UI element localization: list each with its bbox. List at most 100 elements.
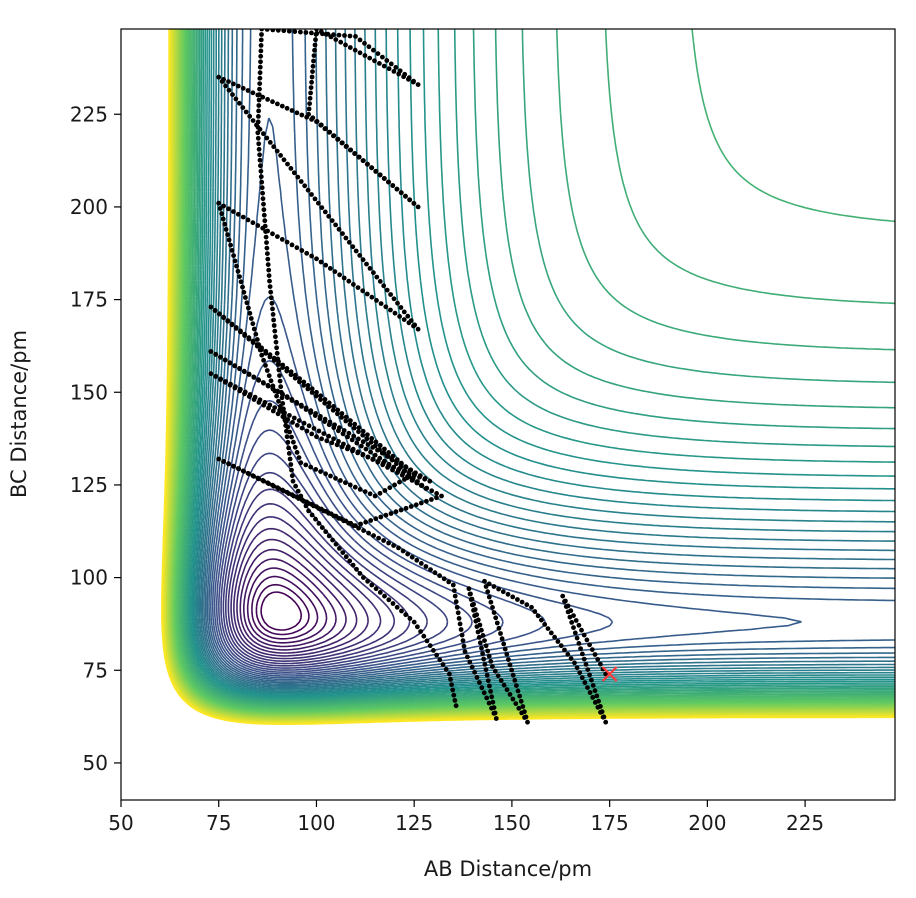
trajectory-point <box>419 482 425 488</box>
trajectory-point <box>472 669 477 675</box>
trajectory-point <box>286 445 291 451</box>
trajectory-point <box>312 413 318 418</box>
trajectory-point <box>422 476 428 481</box>
trajectory-point <box>362 489 368 494</box>
trajectory-point <box>245 470 251 476</box>
trajectory-point <box>485 678 491 683</box>
trajectory-point <box>576 622 582 628</box>
trajectory-point <box>223 83 229 89</box>
trajectory-point <box>312 42 318 48</box>
trajectory-point <box>335 136 341 142</box>
trajectory-point <box>346 278 352 284</box>
trajectory-point <box>223 227 229 232</box>
contour-line <box>169 29 895 717</box>
trajectory-point <box>240 214 246 220</box>
trajectory-point <box>402 468 408 474</box>
trajectory-point <box>345 446 350 452</box>
trajectory-point <box>479 645 484 651</box>
trajectory-point <box>454 604 460 610</box>
trajectory-point <box>243 295 248 300</box>
trajectory-point <box>569 620 575 625</box>
trajectory-point <box>401 309 407 315</box>
trajectory-point <box>353 34 358 39</box>
trajectory-point <box>484 672 490 678</box>
trajectory-point <box>407 197 413 203</box>
trajectory-point <box>365 454 371 460</box>
trajectory-point <box>510 696 516 702</box>
trajectory-point <box>427 478 433 484</box>
trajectory-point <box>357 253 363 258</box>
trajectory-point <box>257 86 262 92</box>
trajectory-point <box>251 326 257 332</box>
trajectory-point <box>466 586 472 592</box>
trajectory-point <box>519 710 525 716</box>
trajectory-point <box>354 440 360 446</box>
trajectory-point <box>492 668 498 674</box>
trajectory-point <box>424 498 429 504</box>
trajectory-point <box>460 638 466 643</box>
trajectory-point <box>226 461 231 467</box>
trajectory-point <box>381 283 387 289</box>
trajectory-point <box>350 244 356 250</box>
trajectory-point <box>319 205 325 211</box>
trajectory-point <box>266 373 272 379</box>
trajectory-point <box>383 512 389 518</box>
trajectory-point <box>295 174 301 180</box>
trajectory-point <box>347 33 353 39</box>
trajectory-point <box>415 624 420 630</box>
trajectory-point <box>362 40 367 46</box>
trajectory-point <box>250 473 256 479</box>
trajectory-point <box>284 105 290 111</box>
x-tick-label: 225 <box>786 811 824 835</box>
trajectory-point <box>477 640 483 646</box>
trajectory-point <box>314 389 319 395</box>
trajectory-point <box>256 141 262 147</box>
trajectory-point <box>486 594 492 600</box>
trajectory-point <box>326 400 332 406</box>
trajectory-point <box>345 434 350 440</box>
trajectory-point <box>356 436 361 442</box>
trajectory-point <box>309 253 314 259</box>
trajectory-point <box>226 206 231 212</box>
x-axis: 50 75 100 125 150 175 200 225 <box>108 800 824 835</box>
trajectory-point <box>480 633 486 638</box>
trajectory-point <box>303 407 309 412</box>
trajectory-point <box>365 161 370 167</box>
trajectory-point <box>394 604 400 610</box>
trajectory-point <box>577 670 583 676</box>
trajectory-point <box>388 511 394 516</box>
trajectory-point <box>301 498 306 504</box>
contour-line <box>233 527 369 657</box>
trajectory-point <box>285 439 291 445</box>
trajectory-point <box>336 428 341 434</box>
trajectory-point <box>592 700 598 705</box>
trajectory-point <box>377 455 383 461</box>
trajectory-point <box>359 443 364 449</box>
trajectory-point <box>287 413 292 418</box>
trajectory-point <box>451 588 457 593</box>
trajectory-point <box>423 486 429 491</box>
trajectory-point <box>305 386 311 392</box>
trajectory-point <box>387 485 393 491</box>
trajectory-point <box>378 514 384 520</box>
contour-line <box>230 516 382 660</box>
trajectory-point <box>441 576 447 582</box>
trajectory-point <box>571 613 576 618</box>
trajectory-point <box>518 698 524 704</box>
trajectory-point <box>267 278 272 284</box>
trajectory-point <box>391 296 397 302</box>
trajectory-point <box>333 222 338 228</box>
trajectory-point <box>281 412 287 417</box>
trajectory-point <box>255 130 261 136</box>
trajectory-point <box>475 629 481 635</box>
trajectory-point <box>340 550 346 555</box>
trajectory-point <box>302 183 308 189</box>
trajectory-point <box>216 456 222 462</box>
trajectory-point <box>311 53 317 58</box>
y-tick-label: 75 <box>83 658 108 682</box>
trajectory-point <box>247 113 253 119</box>
trajectory-point <box>374 298 379 303</box>
trajectory-point <box>603 719 609 725</box>
trajectory-point <box>370 456 376 462</box>
trajectory-point <box>440 662 446 667</box>
